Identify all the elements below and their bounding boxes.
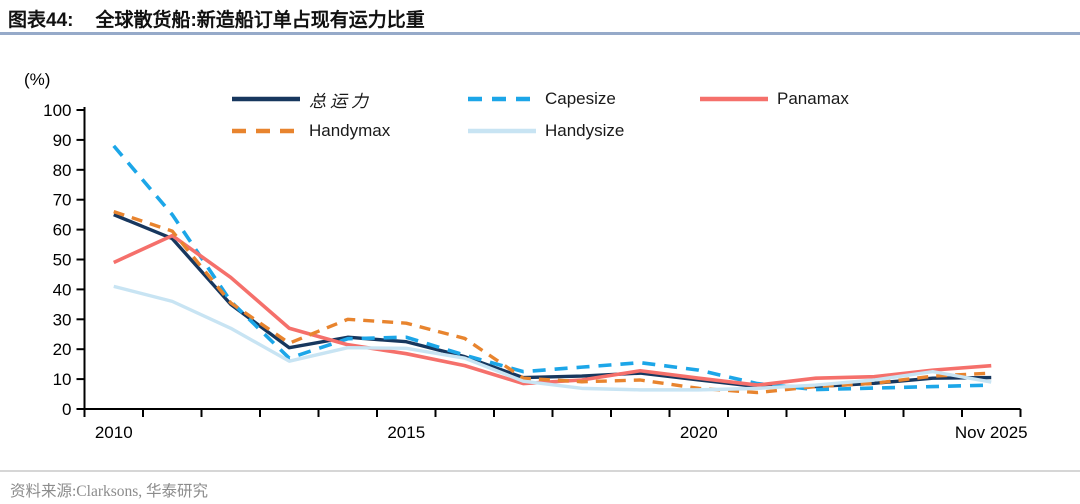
y-axis-tick-label: 100 [43, 101, 71, 120]
series-line-总运力 [113, 213, 992, 389]
figure-header: 图表44: 全球散货船:新造船订单占现有运力比重 [8, 5, 425, 32]
y-axis-unit-label: (%) [24, 70, 51, 89]
x-axis-tick-label: 2020 [680, 423, 718, 442]
y-axis-tick-label: 0 [62, 400, 71, 419]
y-axis-tick-label: 70 [53, 191, 72, 210]
legend-label: Capesize [545, 89, 616, 108]
series-line-handymax [113, 210, 992, 395]
y-axis-tick-label: 50 [53, 251, 72, 270]
legend-line-swatch [700, 96, 768, 102]
legend-item-panamax: Panamax [698, 84, 849, 114]
y-axis-tick-label: 30 [53, 310, 72, 329]
line-chart: 0 10 20 30 40 50 60 70 80 90 100 2010 2015 2020 Nov 20… [43, 101, 1028, 442]
legend-line-swatch [232, 96, 300, 102]
y-axis-tick-label: 80 [53, 161, 72, 180]
figure-number: 图表44: [8, 10, 74, 31]
y-axis-tick-label: 10 [53, 370, 72, 389]
x-axis-tick-label: 2015 [387, 423, 425, 442]
chart-legend: 总运力 Capesize Panamax Handymax Handysize [230, 84, 849, 146]
y-axis-tick-label: 40 [53, 280, 72, 299]
y-axis-tick-label: 90 [53, 131, 72, 150]
legend-item-handymax: Handymax [230, 116, 466, 146]
legend-label: Handymax [309, 121, 391, 140]
x-axis-tick-label: 2010 [95, 423, 133, 442]
y-axis-tick-label: 20 [53, 340, 72, 359]
title-divider [0, 32, 1080, 35]
figure-title: 全球散货船:新造船订单占现有运力比重 [95, 10, 425, 31]
legend-line-swatch [468, 96, 536, 102]
source-divider: 资料来源:Clarksons, 华泰研究 [0, 470, 1080, 501]
x-axis-tick-label: Nov 2025 [955, 423, 1028, 442]
series-line-handysize [113, 284, 992, 392]
legend-label: Handysize [545, 121, 625, 140]
legend-line-swatch [468, 128, 536, 134]
series-line-capesize [112, 144, 992, 392]
series-line-panamax [112, 233, 992, 387]
legend-line-swatch [232, 128, 300, 134]
source-text: 资料来源:Clarksons, 华泰研究 [10, 483, 209, 500]
legend-label: Panamax [777, 89, 849, 108]
legend-label: 总运力 [309, 91, 372, 111]
legend-item-总运力: 总运力 [230, 84, 466, 114]
legend-item-handysize: Handysize [466, 116, 698, 146]
legend-item-capesize: Capesize [466, 84, 698, 114]
y-axis-tick-label: 60 [53, 221, 72, 240]
